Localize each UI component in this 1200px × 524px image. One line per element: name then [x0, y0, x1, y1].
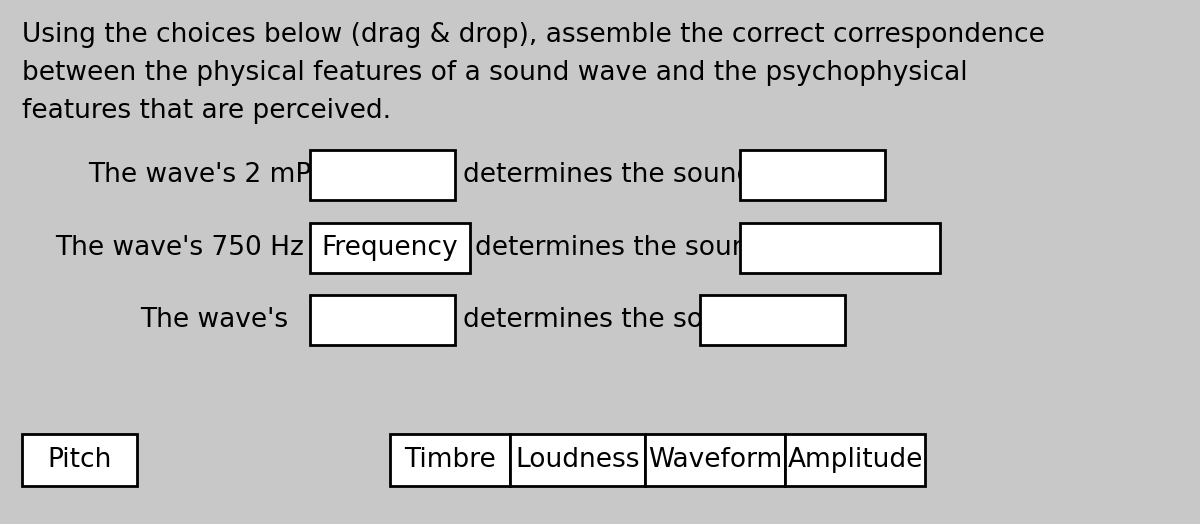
Text: The wave's: The wave's [140, 307, 288, 333]
Text: Frequency: Frequency [322, 235, 458, 261]
Text: Waveform: Waveform [648, 447, 782, 473]
Bar [646, 434, 785, 486]
Text: between the physical features of a sound wave and the psychophysical: between the physical features of a sound… [22, 60, 967, 86]
Bar [785, 434, 925, 486]
Bar [700, 295, 845, 345]
Text: determines the sound's: determines the sound's [475, 235, 786, 261]
Text: features that are perceived.: features that are perceived. [22, 98, 391, 124]
Bar [310, 223, 470, 273]
Text: Loudness: Loudness [515, 447, 640, 473]
Bar [390, 434, 510, 486]
Bar [510, 434, 646, 486]
Text: Timbre: Timbre [404, 447, 496, 473]
Bar [22, 434, 137, 486]
Bar [740, 150, 886, 200]
Text: determines the sound's: determines the sound's [463, 307, 774, 333]
Text: The wave's 2 mPa: The wave's 2 mPa [88, 162, 326, 188]
Bar [310, 295, 455, 345]
Bar [310, 150, 455, 200]
Text: Amplitude: Amplitude [787, 447, 923, 473]
Bar [740, 223, 940, 273]
Text: determines the sound's: determines the sound's [463, 162, 774, 188]
Text: Using the choices below (drag & drop), assemble the correct correspondence: Using the choices below (drag & drop), a… [22, 22, 1045, 48]
Text: The wave's 750 Hz: The wave's 750 Hz [55, 235, 304, 261]
Text: Pitch: Pitch [47, 447, 112, 473]
